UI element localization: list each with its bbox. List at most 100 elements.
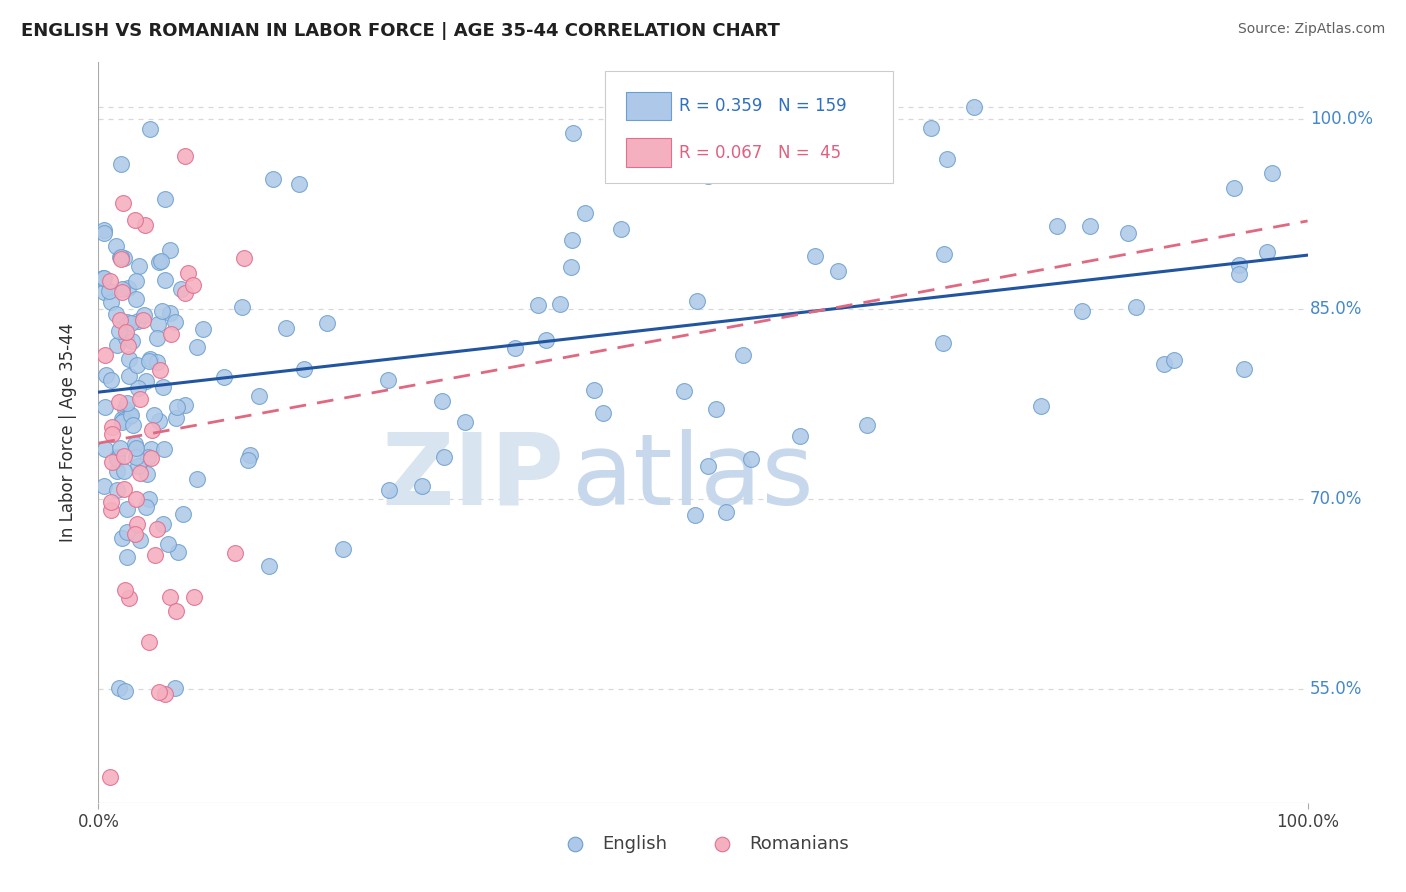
Point xyxy=(94,442,117,456)
Point xyxy=(153,273,176,287)
Point xyxy=(98,274,121,288)
Point xyxy=(125,492,148,507)
Point xyxy=(138,492,160,507)
Point xyxy=(411,478,433,492)
Point xyxy=(1223,180,1246,194)
Point xyxy=(108,441,131,455)
Point xyxy=(1116,227,1139,241)
Point xyxy=(118,351,141,366)
Point xyxy=(112,252,135,266)
Point xyxy=(105,338,128,352)
Point xyxy=(111,416,134,430)
Point xyxy=(152,517,174,532)
Point xyxy=(696,169,718,183)
Point xyxy=(146,318,169,332)
Point xyxy=(934,247,956,261)
Point xyxy=(110,252,132,266)
Point xyxy=(592,406,614,420)
Point xyxy=(108,312,131,326)
Point xyxy=(963,100,986,114)
Point xyxy=(115,525,138,540)
Point xyxy=(97,285,120,299)
Point xyxy=(683,508,706,522)
Point xyxy=(129,392,152,407)
Point xyxy=(148,363,170,377)
Point xyxy=(1163,353,1185,368)
Point xyxy=(108,250,131,264)
Point xyxy=(186,472,208,486)
Point xyxy=(117,281,139,295)
Point xyxy=(582,384,605,398)
Point xyxy=(292,362,315,376)
Point xyxy=(224,546,246,560)
Point xyxy=(548,297,571,311)
Point xyxy=(128,533,150,548)
Text: R = 0.359   N = 159: R = 0.359 N = 159 xyxy=(679,97,846,115)
Point xyxy=(111,285,134,299)
Point xyxy=(117,339,139,353)
Point xyxy=(112,449,135,463)
Point xyxy=(727,145,749,159)
Point xyxy=(166,545,188,559)
Text: ZIP: ZIP xyxy=(381,428,564,525)
Y-axis label: In Labor Force | Age 35-44: In Labor Force | Age 35-44 xyxy=(59,323,77,542)
Point xyxy=(932,336,955,351)
Point xyxy=(111,283,134,297)
Point xyxy=(714,505,737,519)
Point xyxy=(135,467,157,481)
Point xyxy=(114,402,136,417)
Point xyxy=(693,144,716,158)
Point xyxy=(146,331,169,345)
Point xyxy=(131,313,153,327)
Point xyxy=(153,442,176,456)
Point xyxy=(101,455,124,469)
Point xyxy=(94,348,117,362)
Point xyxy=(159,306,181,320)
Point xyxy=(125,517,148,532)
Point xyxy=(132,308,155,322)
Point xyxy=(262,172,284,186)
Point xyxy=(120,409,142,423)
Point xyxy=(174,148,197,162)
Point xyxy=(105,483,128,497)
Point xyxy=(153,687,176,701)
Point xyxy=(1125,300,1147,314)
Point xyxy=(159,244,181,258)
Point xyxy=(127,314,149,328)
Point xyxy=(574,206,596,220)
Point xyxy=(804,249,827,263)
Text: 55.0%: 55.0% xyxy=(1310,680,1362,698)
Point xyxy=(114,325,136,339)
Point xyxy=(247,388,270,402)
Point xyxy=(104,238,127,252)
Point xyxy=(149,254,172,268)
Text: 70.0%: 70.0% xyxy=(1310,490,1362,508)
Point xyxy=(430,394,453,409)
Point xyxy=(139,442,162,456)
Text: 100.0%: 100.0% xyxy=(1310,111,1374,128)
Point xyxy=(789,429,811,443)
Point xyxy=(91,270,114,285)
Point xyxy=(139,351,162,366)
Point xyxy=(257,558,280,573)
Point xyxy=(159,591,181,605)
Point xyxy=(114,583,136,598)
Point xyxy=(1153,357,1175,371)
Point xyxy=(186,340,208,354)
Point xyxy=(174,397,197,411)
Text: R = 0.067   N =  45: R = 0.067 N = 45 xyxy=(679,144,841,161)
Point xyxy=(672,384,695,398)
Point xyxy=(93,226,115,240)
Point xyxy=(377,373,399,387)
Point xyxy=(138,635,160,649)
Point xyxy=(118,369,141,384)
Point xyxy=(193,322,215,336)
Point xyxy=(527,298,550,312)
Point xyxy=(536,333,558,347)
Point xyxy=(856,418,879,433)
Point xyxy=(94,368,117,383)
Point xyxy=(111,196,134,211)
Point xyxy=(105,451,128,466)
Point xyxy=(110,251,132,265)
Point xyxy=(157,536,180,550)
